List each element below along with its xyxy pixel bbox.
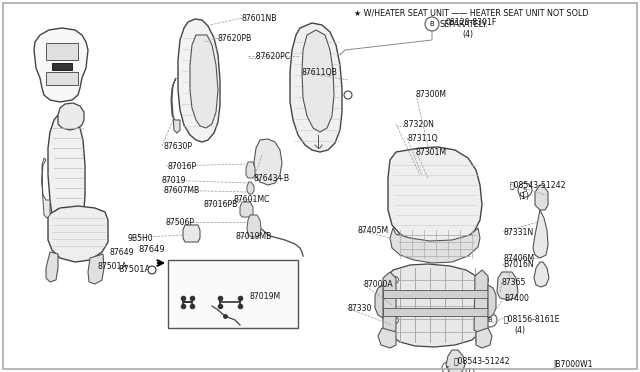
Text: 87643+B: 87643+B <box>254 174 290 183</box>
Text: SEPARATELY.: SEPARATELY. <box>440 20 488 29</box>
Polygon shape <box>535 185 548 210</box>
Text: ★ W/HEATER SEAT UNIT —— HEATER SEAT UNIT NOT SOLD: ★ W/HEATER SEAT UNIT —— HEATER SEAT UNIT… <box>354 8 589 17</box>
Polygon shape <box>382 264 486 347</box>
Polygon shape <box>58 103 84 130</box>
Polygon shape <box>290 23 342 152</box>
Polygon shape <box>52 63 72 70</box>
Text: 87405M: 87405M <box>358 226 389 235</box>
Text: 87019M: 87019M <box>250 292 281 301</box>
Polygon shape <box>178 19 220 142</box>
Polygon shape <box>42 158 50 218</box>
Polygon shape <box>474 270 488 334</box>
Polygon shape <box>476 328 492 348</box>
Polygon shape <box>383 272 396 336</box>
Circle shape <box>481 317 488 324</box>
Text: B: B <box>488 317 492 323</box>
Text: (4): (4) <box>462 30 473 39</box>
Text: 87630P: 87630P <box>163 142 192 151</box>
Polygon shape <box>240 202 253 217</box>
Polygon shape <box>375 285 383 318</box>
Polygon shape <box>183 225 200 242</box>
Text: 87620PB: 87620PB <box>218 34 252 43</box>
Polygon shape <box>48 206 108 262</box>
Text: S: S <box>446 366 450 371</box>
Text: JB7000W1: JB7000W1 <box>553 360 593 369</box>
Polygon shape <box>190 35 218 128</box>
Circle shape <box>392 276 399 283</box>
Text: 87406M: 87406M <box>503 254 534 263</box>
Text: 87501A: 87501A <box>98 262 128 271</box>
Polygon shape <box>390 228 480 263</box>
Text: B7400: B7400 <box>504 294 529 303</box>
Text: 08156-8161E: 08156-8161E <box>504 314 561 323</box>
Polygon shape <box>383 308 488 316</box>
Text: (1): (1) <box>464 368 475 372</box>
Text: S: S <box>523 187 527 193</box>
Text: 87301M: 87301M <box>416 148 447 157</box>
Text: 87311Q: 87311Q <box>407 134 438 143</box>
Bar <box>168 260 298 328</box>
Text: B7016N: B7016N <box>503 260 534 269</box>
Polygon shape <box>246 162 255 178</box>
Polygon shape <box>247 215 261 237</box>
Circle shape <box>148 266 156 274</box>
Text: 87601NB: 87601NB <box>242 14 278 23</box>
Text: 87019: 87019 <box>161 176 186 185</box>
Text: 87501A: 87501A <box>118 265 150 274</box>
Text: 87016P: 87016P <box>167 162 196 171</box>
Polygon shape <box>302 30 334 132</box>
Text: 87330: 87330 <box>347 304 371 313</box>
Text: 87331N: 87331N <box>503 228 533 237</box>
Text: 87016PB: 87016PB <box>204 200 238 209</box>
Text: 08543-51242: 08543-51242 <box>454 356 511 365</box>
Polygon shape <box>46 252 58 282</box>
Text: 87300M: 87300M <box>416 90 447 99</box>
Polygon shape <box>46 43 78 60</box>
Text: 87365: 87365 <box>502 278 526 287</box>
Polygon shape <box>533 210 548 258</box>
Circle shape <box>344 91 352 99</box>
Circle shape <box>481 276 488 283</box>
Circle shape <box>518 183 532 197</box>
Text: 9B5H0: 9B5H0 <box>128 234 154 243</box>
Polygon shape <box>534 262 549 287</box>
Polygon shape <box>254 139 282 185</box>
Text: 87649: 87649 <box>110 248 134 257</box>
Text: …87620PC: …87620PC <box>248 52 290 61</box>
Text: 87000A: 87000A <box>363 280 392 289</box>
Polygon shape <box>497 272 518 300</box>
Polygon shape <box>46 72 78 85</box>
Circle shape <box>392 317 399 324</box>
Circle shape <box>442 362 454 372</box>
Text: (4): (4) <box>514 326 525 335</box>
Polygon shape <box>488 285 496 318</box>
Circle shape <box>483 313 497 327</box>
Text: 87611QB: 87611QB <box>302 68 338 77</box>
Polygon shape <box>378 328 396 348</box>
Polygon shape <box>34 28 88 102</box>
Circle shape <box>425 17 439 31</box>
Text: 87506P: 87506P <box>165 218 194 227</box>
Polygon shape <box>171 78 180 133</box>
Text: 08120-8301F: 08120-8301F <box>446 18 497 27</box>
Polygon shape <box>446 350 465 372</box>
Text: 87601MC: 87601MC <box>234 195 271 204</box>
Text: 87649: 87649 <box>138 245 164 254</box>
Text: …87320N: …87320N <box>396 120 434 129</box>
Polygon shape <box>48 113 85 232</box>
Polygon shape <box>247 182 254 194</box>
Text: 87607MB: 87607MB <box>163 186 199 195</box>
Polygon shape <box>88 254 104 284</box>
Text: B: B <box>429 21 435 27</box>
Text: 08543-51242: 08543-51242 <box>510 180 566 189</box>
Circle shape <box>268 160 274 166</box>
Polygon shape <box>388 147 482 244</box>
Text: (1): (1) <box>518 192 529 201</box>
Circle shape <box>261 160 267 166</box>
Polygon shape <box>383 290 488 298</box>
Text: 87019MB: 87019MB <box>236 232 273 241</box>
